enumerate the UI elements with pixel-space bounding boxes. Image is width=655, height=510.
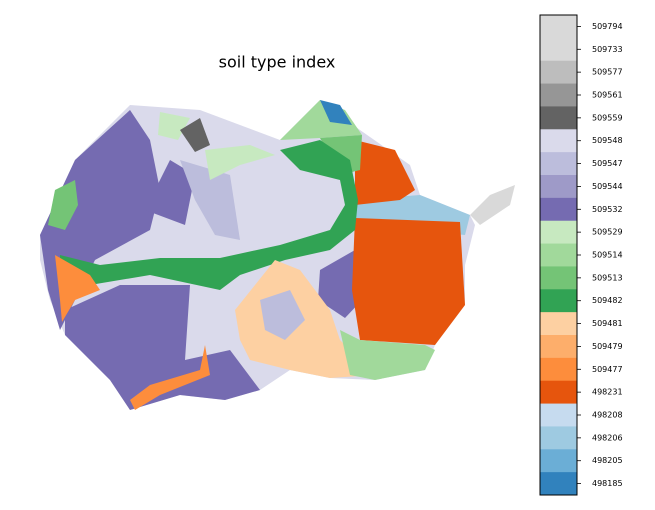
colorbar-label: 509482: [592, 296, 623, 305]
colorbar-label: 498205: [592, 456, 623, 465]
map-title: soil type index: [219, 53, 336, 72]
colorbar-swatch: [540, 403, 577, 427]
colorbar-swatch: [540, 449, 577, 473]
region: [470, 185, 515, 225]
colorbar-label: 498231: [592, 388, 623, 397]
colorbar-swatch: [540, 83, 577, 107]
colorbar-label: 509529: [592, 228, 623, 237]
region: [48, 180, 78, 230]
colorbar-swatch: [540, 243, 577, 267]
colorbar-label: 509559: [592, 113, 623, 122]
region: [318, 250, 362, 318]
colorbar-label: 509548: [592, 136, 623, 145]
region: [60, 140, 358, 290]
colorbar-swatch: [540, 129, 577, 153]
colorbar-swatch: [540, 175, 577, 199]
region: [180, 160, 240, 240]
soil-map: [40, 100, 515, 410]
colorbar-swatch: [540, 312, 577, 336]
colorbar-swatch: [540, 289, 577, 313]
colorbar-label: 509514: [592, 251, 623, 260]
colorbar-swatch: [540, 357, 577, 382]
colorbar-label: 509481: [592, 319, 623, 328]
colorbar-label: 509479: [592, 342, 623, 351]
colorbar-label: 509733: [592, 45, 623, 54]
colorbar-label: 509477: [592, 365, 623, 374]
colorbar-swatch: [540, 335, 577, 359]
colorbar-swatch: [540, 472, 577, 496]
colorbar-swatch: [540, 152, 577, 176]
colorbar-frame: [539, 14, 578, 496]
region: [340, 330, 435, 380]
colorbar-label: 509532: [592, 205, 623, 214]
colorbar-swatch: [540, 380, 577, 405]
region: [260, 290, 305, 340]
region: [280, 100, 362, 140]
colorbar-label: 498185: [592, 479, 623, 488]
colorbar-label: 509547: [592, 159, 623, 168]
colorbar-swatch: [540, 266, 577, 290]
colorbar-swatch: [540, 197, 577, 222]
colorbar-swatch: [540, 15, 577, 39]
region: [65, 285, 260, 410]
region: [180, 118, 210, 152]
region: [130, 345, 210, 410]
region: [355, 140, 415, 205]
colorbar-label: 509513: [592, 273, 623, 282]
colorbar-label: 509544: [592, 182, 623, 191]
colorbar-swatch: [540, 220, 577, 245]
colorbar-label: 509577: [592, 68, 623, 77]
colorbar-swatch: [540, 106, 577, 130]
colorbar-label: 498208: [592, 411, 623, 420]
region: [235, 260, 375, 378]
region: [320, 100, 352, 125]
region: [158, 112, 190, 140]
region: [205, 145, 275, 180]
colorbar-swatch: [540, 60, 577, 85]
region: [55, 255, 100, 322]
colorbar-label: 498206: [592, 433, 623, 442]
region: [352, 218, 465, 345]
colorbar-label: 509561: [592, 91, 623, 100]
colorbar-swatch: [540, 37, 577, 62]
colorbar-label: 509794: [592, 22, 623, 31]
colorbar-swatch: [540, 426, 577, 450]
region: [145, 160, 195, 225]
colorbar: 509794 509733 509577 509561 509559 509548 5095…: [539, 14, 623, 496]
